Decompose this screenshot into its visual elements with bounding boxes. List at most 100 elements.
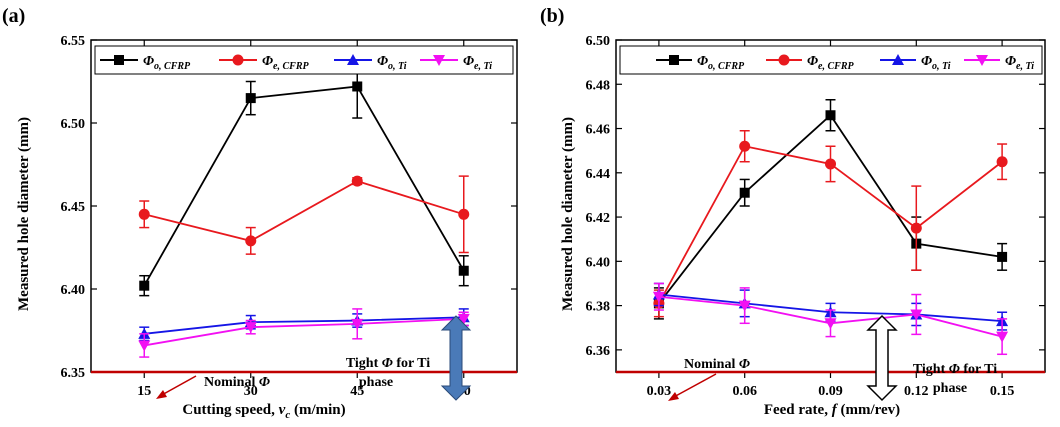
x-tick-labels: 15304560	[137, 384, 471, 399]
nominal-pointer-arrowhead	[668, 392, 679, 401]
data-point-triangle-down	[738, 300, 751, 312]
y-tick-label: 6.55	[61, 34, 86, 49]
x-axis-label: Feed rate, f (mm/rev)	[764, 402, 900, 418]
x-tick-label: 45	[350, 384, 364, 399]
legend-label: Φo, Ti	[921, 54, 951, 72]
tight-label-line2: phase	[359, 375, 393, 390]
tight-double-arrow	[440, 315, 472, 401]
nominal-label: Nominal Φ	[204, 375, 270, 390]
y-tick-label: 6.40	[61, 283, 86, 298]
legend-marker-square	[669, 55, 679, 65]
legend-label: Φo, CFRP	[143, 54, 191, 72]
tight-annotation: Tight Φ for Ti phase	[346, 315, 472, 401]
y-tick-label: 6.42	[586, 211, 611, 226]
legend-label: Φo, Ti	[377, 54, 407, 72]
nominal-pointer-arrowhead	[156, 390, 167, 399]
y-tick-label: 6.48	[586, 78, 611, 93]
data-point-circle	[996, 156, 1008, 168]
legend-entry-o-ti: Φo, Ti	[880, 54, 951, 72]
data-point-triangle-down	[457, 313, 470, 325]
data-point-triangle-down	[351, 318, 364, 330]
legend-entry-e-cfrp: Φe, CFRP	[219, 54, 309, 72]
series-e-ti	[652, 282, 1009, 356]
legend-entry-o-cfrp: Φo, CFRP	[100, 54, 191, 72]
series-o-cfrp	[653, 99, 1008, 320]
legend-entry-e-ti: Φe, Ti	[420, 54, 492, 72]
data-point-circle	[138, 208, 150, 220]
nominal-pointer-line	[671, 373, 717, 399]
legend-entry-o-cfrp: Φo, CFRP	[656, 54, 745, 72]
x-tick-label: 0.15	[990, 384, 1015, 399]
x-tick-label: 15	[137, 384, 151, 399]
nominal-annotation: Nominal Φ	[668, 357, 750, 401]
x-tick-labels: 0.03 0.06 0.09 0.12 0.15	[647, 384, 1015, 399]
legend-label: Φe, CFRP	[807, 54, 854, 72]
legend-entry-e-ti: Φe, Ti	[964, 54, 1034, 72]
tight-double-arrow	[866, 314, 898, 402]
data-point-triangle-down	[138, 340, 151, 352]
legend-entry-o-ti: Φo, Ti	[334, 54, 407, 72]
y-axis-label: Measured hole diameter (mm)	[560, 117, 576, 311]
legend: Φo, CFRP Φe, CFRP Φo, Ti Φe, Ti	[619, 45, 1043, 75]
x-tick-label: 0.06	[732, 384, 757, 399]
y-tick-label: 6.50	[61, 117, 86, 132]
data-point-circle	[825, 158, 836, 170]
y-tick-label: 6.46	[586, 123, 611, 138]
legend-label: Φe, Ti	[1005, 54, 1034, 72]
data-point-circle	[739, 140, 751, 152]
y-axis-label: Measured hole diameter (mm)	[16, 117, 32, 311]
series-e-ti	[138, 308, 470, 358]
nominal-label: Nominal Φ	[684, 357, 750, 372]
tight-label-line1: Tight Φ for Ti	[346, 356, 430, 371]
legend-marker-circle	[232, 54, 244, 66]
series-line	[144, 317, 464, 347]
y-tick-label: 6.36	[586, 344, 611, 359]
x-axis-label: Cutting speed, vc (m/min)	[182, 402, 345, 421]
data-point-triangle-down	[910, 309, 923, 321]
y-tick-label: 6.44	[586, 167, 611, 182]
panel-label: (a)	[2, 5, 25, 27]
data-point-square	[245, 93, 256, 104]
legend-marker-circle	[778, 54, 790, 66]
panel-a: (a) Measured hole diameter (mm) Cutting …	[2, 5, 518, 421]
series-e-cfrp	[138, 175, 470, 255]
data-point-square	[997, 251, 1008, 262]
x-tick-label: 0.12	[904, 384, 929, 399]
legend-marker-triangle-up	[892, 54, 904, 65]
legend-label: Φe, CFRP	[262, 54, 309, 72]
y-tick-labels: 6.36 6.38 6.40 6.42 6.44 6.46 6.48 6.50	[586, 34, 611, 359]
y-tick-labels: 6.35 6.40 6.45 6.50 6.55	[61, 34, 86, 381]
data-point-triangle-down	[244, 322, 257, 334]
series-o-cfrp	[139, 54, 469, 297]
data-point-square	[739, 187, 750, 198]
data-point-square	[825, 110, 836, 121]
plot-area	[90, 39, 518, 378]
y-tick-label: 6.40	[586, 255, 611, 270]
legend-marker-square	[114, 55, 124, 65]
data-point-circle	[245, 235, 257, 247]
data-point-square	[139, 280, 150, 291]
legend-marker-triangle-down	[976, 55, 988, 66]
legend-entry-e-cfrp: Φe, CFRP	[766, 54, 854, 72]
legend-marker-triangle-up	[347, 54, 359, 65]
data-point-circle	[910, 222, 922, 234]
legend: Φo, CFRP Φe, CFRP Φo, Ti Φe, Ti	[94, 45, 514, 75]
data-point-circle	[458, 208, 470, 220]
series-line	[144, 180, 465, 242]
tight-label-line2: phase	[933, 381, 967, 396]
tight-label-line1: Tight Φ for Ti	[913, 362, 997, 377]
plot-area	[615, 39, 1046, 378]
data-point-square	[458, 265, 469, 276]
nominal-annotation: Nominal Φ	[156, 375, 270, 399]
series-e-cfrp	[653, 129, 1008, 318]
y-tick-label: 6.35	[61, 366, 86, 381]
legend-label: Φo, CFRP	[697, 54, 745, 72]
x-tick-label: 0.03	[647, 384, 672, 399]
data-point-square	[352, 81, 363, 92]
nominal-pointer-line	[159, 375, 197, 397]
y-tick-label: 6.50	[586, 34, 611, 49]
data-point-triangle-down	[996, 331, 1009, 343]
series-line	[143, 85, 465, 287]
panel-b: (b) Measured hole diameter (mm) Feed rat…	[540, 5, 1046, 418]
